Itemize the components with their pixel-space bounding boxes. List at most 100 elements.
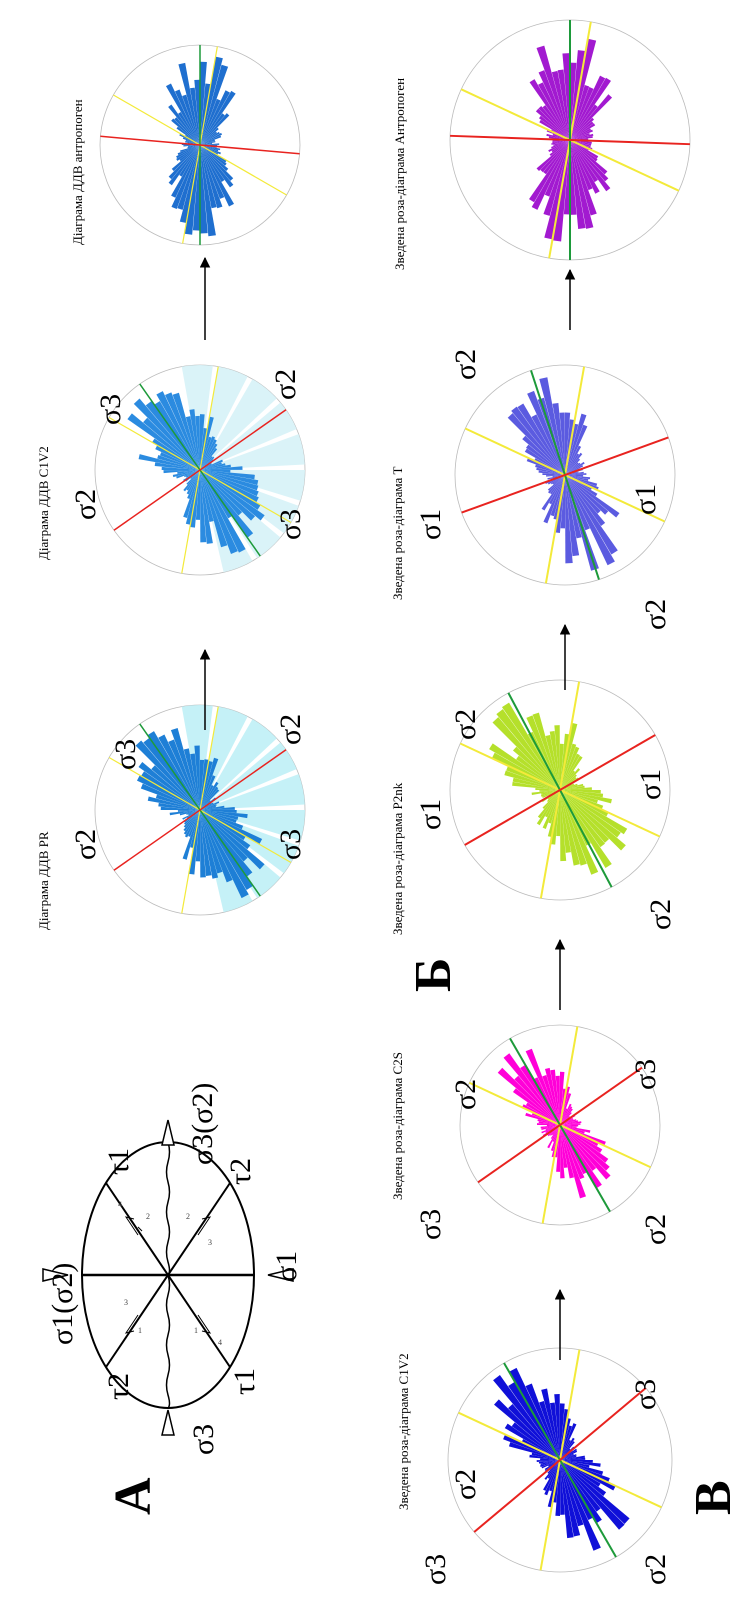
rose-petal [200, 439, 217, 470]
rose-petal [565, 475, 598, 497]
rose-petal [200, 466, 243, 470]
rose-petal [551, 140, 570, 149]
rose-petal [172, 392, 200, 470]
rose-petal [542, 790, 560, 810]
rose-petal [560, 743, 564, 790]
rose-petal [560, 1460, 625, 1530]
rose-petal [504, 770, 560, 790]
sigma-label: σ1 [629, 484, 662, 515]
rose-petal [548, 140, 570, 153]
rose-petal [200, 801, 220, 810]
rose-petal [189, 409, 200, 470]
rose-petal [565, 475, 606, 526]
rose-petal [560, 1108, 568, 1125]
rose-petal [560, 1460, 607, 1496]
rose-petal [539, 1400, 560, 1460]
rose-petal [541, 1388, 560, 1460]
rose-petal [531, 140, 570, 210]
rose-petal [539, 119, 570, 140]
rose-petal [565, 475, 591, 480]
sigma-label: σ1 [634, 769, 667, 800]
rose-petal [570, 129, 593, 140]
rose-petal [190, 87, 200, 145]
panel-b-roses [94, 44, 306, 916]
rose-petal [560, 1460, 584, 1527]
rose-petal [550, 1125, 560, 1139]
rose-petal [176, 470, 200, 479]
rose-petal [200, 98, 221, 145]
rose-petal [549, 1402, 560, 1460]
rose-petal [554, 1393, 560, 1460]
rose-petal [547, 1125, 560, 1149]
rose-petal [553, 140, 570, 146]
rose-petal [532, 712, 560, 790]
rose-petal [543, 140, 570, 175]
rose-petal [565, 462, 579, 475]
rose-petal [200, 810, 244, 830]
rose-petal [560, 753, 580, 790]
rose-petal [536, 467, 565, 475]
caption-rose-b-1: Діаграма ДДВ PR [36, 831, 51, 930]
rose-petal [560, 1125, 579, 1127]
rose-petal [176, 145, 200, 159]
rose-petal [570, 121, 594, 140]
rose-petal [542, 105, 570, 140]
sigma-label: σ3 [629, 1059, 662, 1090]
rose-petal [570, 140, 597, 216]
rose-petal [200, 414, 205, 470]
rose-petal [570, 128, 592, 140]
rose-petal [169, 810, 200, 816]
rose-petal [570, 140, 592, 146]
rose-petal [192, 145, 200, 231]
rose-petal [522, 435, 565, 475]
rose-petal [156, 391, 200, 470]
rose-petal [560, 743, 577, 790]
fracture-number-label: 3 [124, 1298, 128, 1307]
rose-petal [570, 140, 611, 192]
rose-sector [200, 774, 305, 810]
rose-petal [546, 475, 565, 477]
sigma-label: σ3 [274, 509, 307, 540]
rose-petal [554, 725, 560, 790]
fracture-number-label: 4 [118, 1200, 122, 1209]
sigma1-line [113, 409, 287, 531]
rose-petal [497, 1067, 560, 1125]
rose-petal [570, 62, 577, 140]
rose-petal [501, 702, 560, 790]
rose-petal [551, 70, 570, 140]
panel-letter-v: В [685, 1480, 737, 1515]
rose-petal [560, 1123, 581, 1125]
rose-petal [559, 412, 565, 475]
rose-petal [200, 145, 234, 188]
rose-petal [200, 462, 222, 470]
rose-petal [200, 775, 216, 810]
rose-petal [560, 1125, 577, 1128]
sigma1-line [477, 1066, 643, 1184]
rose-petal [551, 140, 570, 145]
rose-petal [565, 475, 580, 557]
rose-petal [560, 1460, 593, 1463]
rose-petal [535, 787, 560, 790]
rose-petal [560, 1125, 611, 1180]
rose-petal [547, 1460, 560, 1479]
rose-petal [570, 140, 609, 182]
sigma-label: σ3 [94, 394, 127, 425]
rose-petal [200, 145, 229, 171]
sigma-label: σ2 [69, 489, 102, 520]
rose-petal [560, 790, 604, 798]
rose-petal [491, 752, 560, 790]
rose-petal [560, 1460, 581, 1537]
label-sigma3: σ3 [187, 1424, 220, 1455]
rose-petal [200, 470, 254, 538]
rose-petal [200, 470, 259, 486]
label-tau1-top: τ1 [102, 1148, 135, 1175]
fracture-number-label: 1 [138, 1326, 142, 1335]
rose-petal [200, 113, 225, 145]
rose-petal [560, 1460, 574, 1539]
rose-petal [570, 140, 599, 159]
rose-petal [526, 715, 560, 790]
rose-petal [512, 777, 560, 790]
rose-petal [200, 64, 229, 145]
rose-petal [542, 1075, 560, 1125]
rose-petal [183, 470, 200, 492]
